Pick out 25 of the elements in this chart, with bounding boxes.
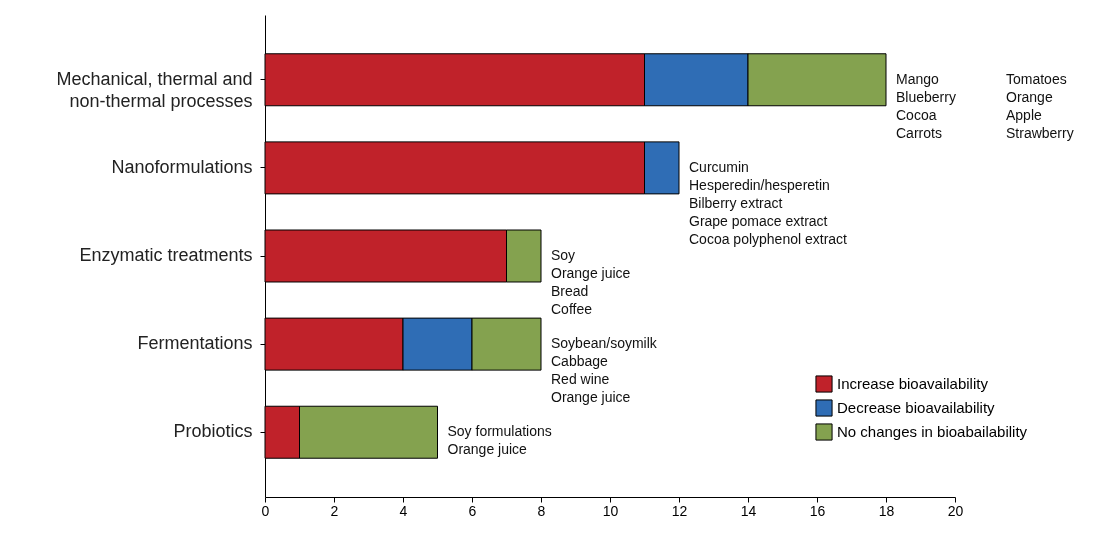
x-tick-label: 6 [468,502,477,519]
text: Tomatoes Orange Apple Strawberry [1006,70,1074,141]
x-tick-label: 18 [878,502,895,519]
x-tick-label: 14 [740,502,757,519]
x-tick-label: 10 [602,502,619,519]
x-tick-label: 0 [261,502,270,519]
x-tick-label: 12 [671,502,688,519]
annotation: Curcumin Hesperedin/hesperetin Bilberry extract Grape pomace extract Cocoa polyphenol extract [689,158,848,247]
annotation: Mango Blueberry Cocoa Carrots [896,70,956,141]
legend-label: No changes in bioabailability [837,423,1028,440]
x-tick-label: 16 [809,502,826,519]
x-tick-label: 20 [947,502,964,519]
y-tick-label: Fermentations [137,333,253,354]
annotation: Soy formulations Orange juice [447,423,552,458]
annotation: Soybean/soymilk Cabbage Red wine Orange juice [551,335,658,406]
x-tick-label: 2 [330,502,339,519]
y-tick-label: Nanoformulations [111,156,253,177]
x-tick-label: 8 [537,502,546,519]
legend-label: Decrease bioavailability [837,399,996,416]
y-tick-label: Enzymatic treatments [79,245,253,265]
legend-label: Increase bioavailability [837,375,989,392]
annotation: Soy Orange juice Bread Coffee [551,247,631,317]
y-tick-label: Probiotics [173,421,253,442]
y-tick-label: Mechanical, thermal and non-thermal processes [56,68,253,111]
x-tick-label: 4 [399,502,408,519]
